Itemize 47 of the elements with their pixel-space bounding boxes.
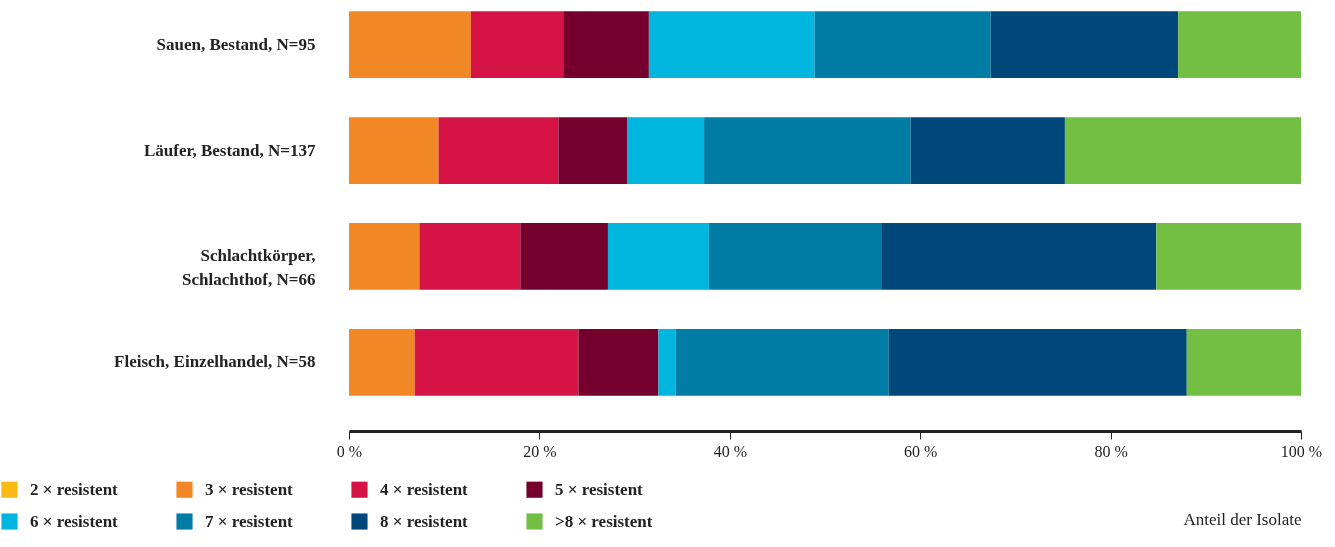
bar bbox=[888, 328, 1187, 396]
x-axis-title: Anteil der Isolate bbox=[1183, 509, 1302, 529]
bar bbox=[648, 11, 815, 79]
bar bbox=[1186, 328, 1301, 396]
bar bbox=[881, 223, 1157, 290]
bar bbox=[578, 328, 659, 396]
bar bbox=[470, 11, 564, 79]
y-tick-label: Schlachtkörper, Schlachthof, N=66 bbox=[182, 246, 316, 290]
legend-label: 5 × resistent bbox=[555, 479, 644, 499]
legend-label: 3 × resistent bbox=[205, 479, 294, 499]
bar bbox=[563, 11, 649, 79]
x-tick-label: 0 % bbox=[336, 442, 363, 460]
bar bbox=[814, 11, 991, 79]
bar bbox=[910, 117, 1065, 184]
x-tick-label: 40 % bbox=[713, 442, 747, 460]
bar bbox=[607, 223, 709, 290]
bar bbox=[626, 117, 705, 184]
x-tick-label: 20 % bbox=[523, 442, 557, 460]
bar bbox=[414, 328, 579, 396]
x-tick-label: 80 % bbox=[1094, 442, 1128, 460]
y-tick-label: Läufer, Bestand, N=137 bbox=[143, 140, 316, 160]
bar bbox=[349, 223, 420, 290]
bar bbox=[558, 117, 627, 184]
legend-label: 6 × resistent bbox=[30, 511, 119, 531]
legend-label: 2 × resistent bbox=[30, 479, 119, 499]
x-tick-label: 100 % bbox=[1280, 442, 1323, 460]
legend-label: >8 × resistent bbox=[555, 511, 653, 531]
bar bbox=[520, 223, 608, 290]
legend-label: 8 × resistent bbox=[380, 511, 469, 531]
bar bbox=[704, 117, 911, 184]
bar bbox=[658, 328, 676, 396]
bar bbox=[1156, 223, 1301, 290]
bar bbox=[675, 328, 889, 396]
bar bbox=[349, 328, 415, 396]
legend-label: 4 × resistent bbox=[380, 479, 469, 499]
bar bbox=[349, 11, 471, 79]
bar bbox=[1178, 11, 1301, 79]
bar bbox=[438, 117, 559, 184]
x-tick-label: 60 % bbox=[904, 442, 938, 460]
legend-label: 7 × resistent bbox=[205, 511, 294, 531]
bar bbox=[990, 11, 1179, 79]
bar bbox=[349, 117, 439, 184]
y-tick-label: Fleisch, Einzelhandel, N=58 bbox=[114, 352, 316, 372]
y-tick-label: Sauen, Bestand, N=95 bbox=[156, 34, 316, 54]
bar bbox=[1064, 117, 1301, 184]
bar bbox=[419, 223, 521, 290]
bar bbox=[708, 223, 882, 290]
